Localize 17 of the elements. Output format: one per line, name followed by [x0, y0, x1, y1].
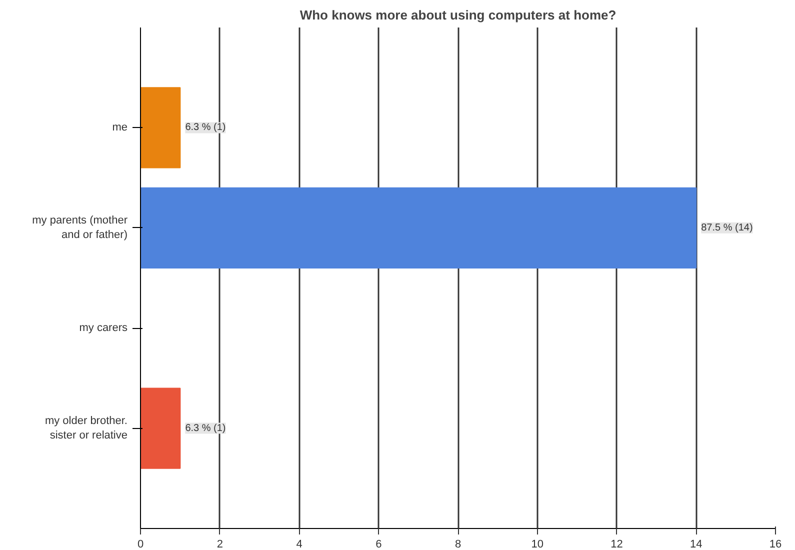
x-tick-label: 4 [296, 538, 302, 550]
x-tick-label: 0 [137, 538, 144, 550]
y-tick-label: my older brother. sister or relative [44, 415, 128, 442]
x-tick-label: 10 [531, 538, 544, 550]
x-tick-label: 6 [376, 538, 382, 550]
x-tick-label: 2 [216, 538, 223, 550]
x-tick-label: 8 [454, 538, 462, 550]
y-tick-label: my parents (mother and or father) [32, 214, 128, 242]
x-tick-label: 16 [769, 538, 782, 550]
y-tick-label: me [112, 122, 128, 134]
x-tick-label: 12 [610, 538, 623, 550]
data-label: 87.5 % (14) [701, 222, 753, 234]
y-tick-label: my carers [79, 322, 128, 334]
data-label: 6.3 % (1) [185, 422, 226, 434]
data-label: 6.3 % (1) [185, 122, 226, 134]
chart-title: Who knows more about using computers at home? [300, 8, 616, 22]
x-tick-label: 14 [690, 538, 702, 550]
